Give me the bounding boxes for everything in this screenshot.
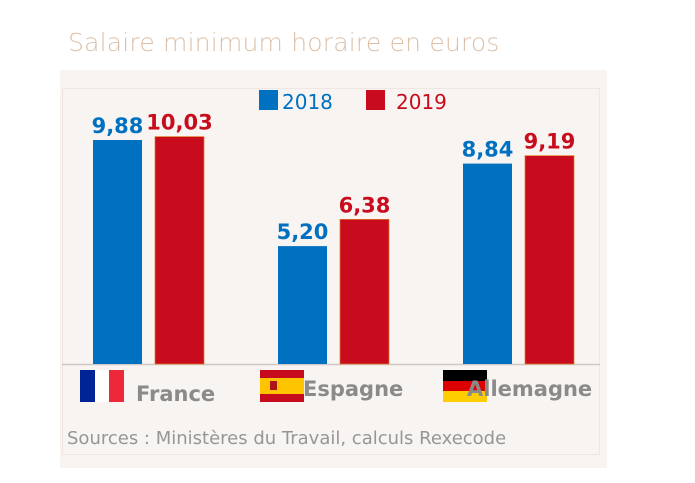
bar-2018-allemagne bbox=[463, 163, 512, 364]
bar-2019-espagne bbox=[339, 219, 390, 365]
chart-title: Salaire minimum horaire en euros bbox=[68, 28, 500, 57]
flag-germany-icon bbox=[443, 370, 487, 381]
data-label: 8,84 bbox=[462, 138, 514, 162]
legend-label-2019: 2019 bbox=[396, 90, 447, 114]
flag-france-icon bbox=[80, 370, 95, 402]
data-label: 5,20 bbox=[277, 220, 329, 244]
bar-2018-france bbox=[93, 140, 142, 364]
source-note: Sources : Ministères du Travail, calculs… bbox=[67, 428, 507, 449]
legend-swatch-2019 bbox=[366, 90, 385, 110]
data-label: 10,03 bbox=[146, 111, 212, 135]
data-label: 9,88 bbox=[92, 114, 144, 138]
category-label: Espagne bbox=[303, 377, 403, 401]
bar-2019-allemagne bbox=[524, 155, 575, 365]
flag-france-icon bbox=[109, 370, 124, 402]
bar-2019-france bbox=[154, 136, 205, 365]
flag-spain-icon bbox=[260, 378, 304, 394]
flag-germany-icon bbox=[443, 391, 487, 402]
flag-spain-icon bbox=[270, 381, 277, 390]
flag-france-icon bbox=[95, 370, 109, 402]
data-label: 9,19 bbox=[524, 130, 576, 154]
chart-panel bbox=[60, 70, 607, 468]
category-label: France bbox=[136, 382, 215, 406]
bar-2018-espagne bbox=[278, 246, 327, 364]
category-label: Allemagne bbox=[467, 377, 592, 401]
legend-swatch-2018 bbox=[259, 90, 278, 110]
legend-label-2018: 2018 bbox=[282, 90, 333, 114]
plot-area bbox=[62, 88, 600, 455]
flag-germany-icon bbox=[443, 381, 487, 391]
data-label: 6,38 bbox=[339, 193, 391, 217]
